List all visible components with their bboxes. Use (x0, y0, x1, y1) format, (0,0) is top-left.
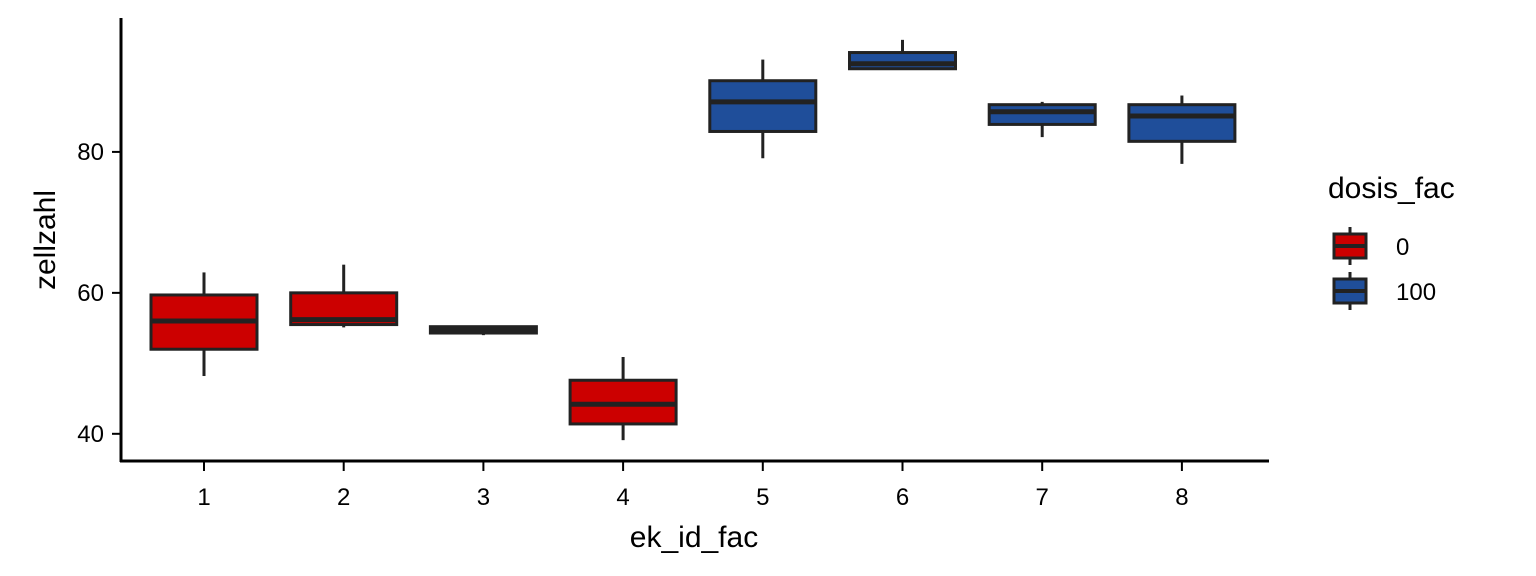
x-tick-label: 1 (197, 484, 210, 511)
box-4 (568, 356, 678, 441)
x-tick-label: 2 (337, 484, 350, 511)
x-tick-label: 4 (616, 484, 629, 511)
box-body (987, 103, 1097, 126)
box-body (1127, 103, 1237, 143)
legend-key-100 (1332, 272, 1368, 310)
x-tick-label: 8 (1175, 484, 1188, 511)
legend-title: dosis_fac (1328, 172, 1455, 205)
y-ticks: 40 60 80 (77, 139, 121, 448)
boxes-layer (149, 39, 1237, 441)
x-axis-title: ek_id_fac (630, 521, 758, 554)
box-3 (428, 325, 538, 336)
box-7 (987, 101, 1097, 138)
y-tick-label: 40 (77, 421, 104, 448)
legend-key-0 (1332, 227, 1368, 265)
x-tick-label: 6 (896, 484, 909, 511)
y-axis-title: zellzahl (29, 190, 62, 290)
legend: dosis_fac 0 100 (1328, 172, 1455, 310)
y-tick-label: 80 (77, 139, 104, 166)
box-1 (149, 272, 259, 377)
box-5 (708, 59, 818, 159)
x-ticks: 1 2 3 4 5 6 7 8 (197, 462, 1189, 511)
box-body (848, 51, 957, 71)
box-8 (1127, 95, 1237, 164)
box-body (708, 79, 818, 133)
legend-label: 100 (1396, 279, 1436, 306)
box-2 (289, 264, 399, 328)
x-tick-label: 5 (756, 484, 769, 511)
legend-label: 0 (1396, 234, 1409, 261)
y-tick-label: 60 (77, 280, 104, 307)
box-6 (848, 39, 957, 71)
x-tick-label: 3 (477, 484, 490, 511)
x-tick-label: 7 (1036, 484, 1049, 511)
